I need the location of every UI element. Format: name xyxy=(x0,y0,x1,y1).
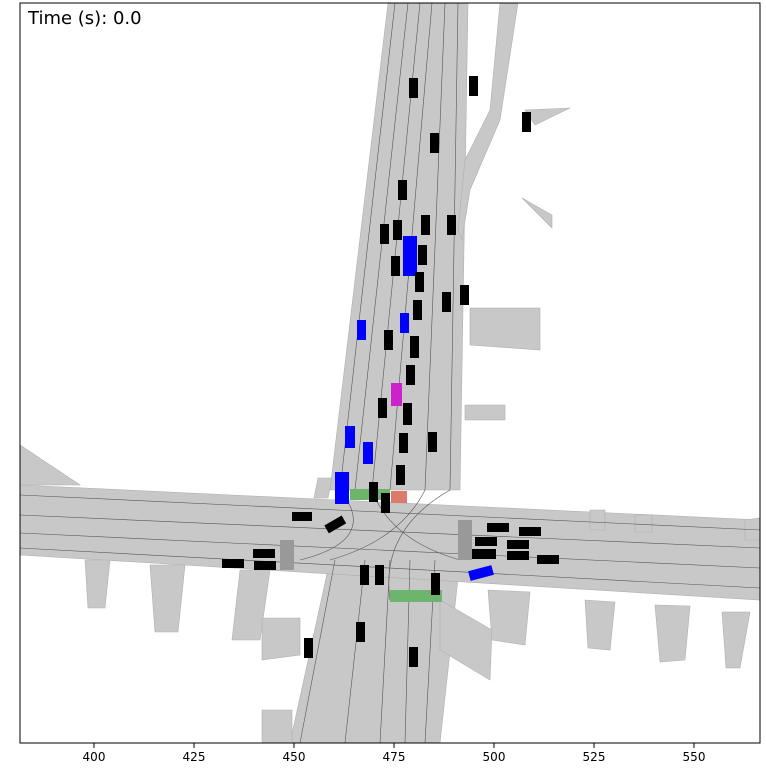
vehicle xyxy=(428,432,437,452)
vehicle xyxy=(357,320,366,340)
vehicle xyxy=(472,549,496,559)
road xyxy=(525,108,570,125)
road xyxy=(522,198,552,228)
vehicle xyxy=(413,300,422,320)
road xyxy=(655,605,690,662)
vehicle xyxy=(356,622,365,642)
vehicle xyxy=(400,313,409,333)
chart: Time (s): 0.0 400 425 450 475 500 525 550 xyxy=(0,0,766,767)
vehicle xyxy=(409,78,418,98)
vehicle xyxy=(369,482,378,502)
vehicle xyxy=(360,565,369,585)
vehicle xyxy=(363,442,373,464)
vehicle xyxy=(403,403,412,425)
crosswalk xyxy=(458,520,472,560)
road xyxy=(85,560,110,608)
chart-title: Time (s): 0.0 xyxy=(27,8,142,29)
road xyxy=(745,518,760,540)
x-tick-label: 475 xyxy=(383,750,406,764)
vehicle xyxy=(447,215,456,235)
vehicle xyxy=(415,272,424,292)
vehicle xyxy=(507,540,529,549)
vehicle xyxy=(384,330,393,350)
vehicle xyxy=(398,180,407,200)
road xyxy=(330,3,468,490)
road xyxy=(488,590,530,645)
vehicle xyxy=(335,472,349,504)
road xyxy=(465,405,505,420)
vehicle xyxy=(475,537,497,546)
vehicle xyxy=(381,493,390,513)
vehicle xyxy=(403,236,417,276)
vehicle xyxy=(393,220,402,240)
vehicle xyxy=(399,433,408,453)
vehicle xyxy=(418,245,427,265)
vehicle xyxy=(253,549,275,558)
vehicle xyxy=(292,512,312,521)
x-tick-label: 450 xyxy=(283,750,306,764)
x-tick-label: 400 xyxy=(83,750,106,764)
vehicle xyxy=(391,256,400,276)
signal-red xyxy=(391,491,407,503)
vehicle xyxy=(345,426,355,448)
crosswalk xyxy=(280,540,294,570)
vehicle xyxy=(537,555,559,564)
vehicle xyxy=(442,292,451,312)
vehicle xyxy=(222,559,244,568)
road xyxy=(262,618,300,660)
vehicle xyxy=(507,551,529,560)
road-network xyxy=(20,3,760,743)
vehicle xyxy=(396,465,405,485)
road xyxy=(722,612,750,668)
vehicle xyxy=(378,398,387,418)
vehicle xyxy=(375,565,384,585)
road xyxy=(590,510,605,530)
vehicle xyxy=(410,336,419,358)
vehicle xyxy=(430,133,439,153)
vehicle xyxy=(522,112,531,132)
vehicle xyxy=(254,561,276,570)
x-tick-label: 525 xyxy=(583,750,606,764)
road xyxy=(585,600,615,650)
vehicle xyxy=(469,76,478,96)
road xyxy=(262,710,292,743)
vehicle xyxy=(460,285,469,305)
vehicle xyxy=(431,573,440,595)
vehicle xyxy=(487,523,509,532)
vehicle xyxy=(421,215,430,235)
vehicle xyxy=(406,365,415,385)
road xyxy=(314,478,332,498)
road xyxy=(635,515,652,532)
vehicle xyxy=(519,527,541,536)
x-tick-label: 500 xyxy=(483,750,506,764)
vehicle xyxy=(409,647,418,667)
vehicle xyxy=(304,638,313,658)
road xyxy=(470,308,540,350)
x-tick-label: 550 xyxy=(683,750,706,764)
vehicle xyxy=(380,224,389,244)
x-tick-label: 425 xyxy=(183,750,206,764)
vehicle xyxy=(391,383,402,406)
road xyxy=(150,565,185,632)
road xyxy=(20,445,80,485)
